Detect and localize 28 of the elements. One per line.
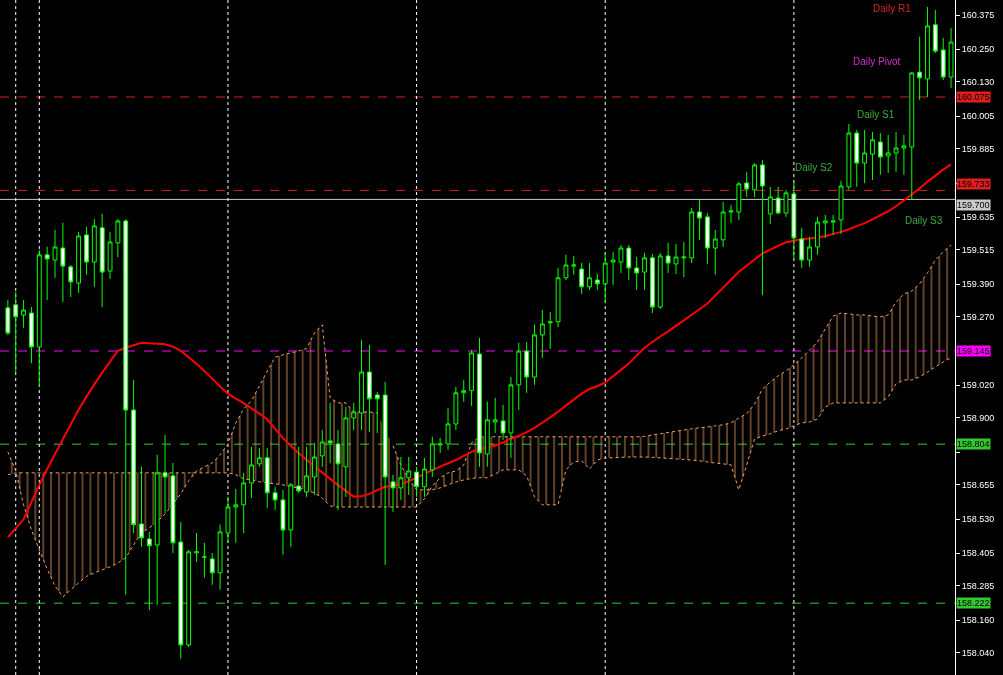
annotation: Daily Pivot [853, 56, 901, 67]
y-tick-label: 159.270 [961, 312, 995, 323]
annotation: Daily R1 [873, 3, 912, 14]
y-tick-label: 160.250 [961, 44, 995, 55]
y-tick-label: 158.530 [961, 514, 995, 525]
y-tick-label: 159.020 [961, 380, 995, 391]
annotation: Daily S3 [905, 215, 943, 226]
y-tick-label: 160.375 [961, 10, 995, 21]
y-tick-label: 159.390 [961, 279, 995, 290]
y-tick-label: 160.130 [961, 77, 995, 88]
y-tick-label: 158.900 [961, 413, 995, 424]
annotation: Daily S1 [857, 109, 895, 120]
y-tick-label: 158.040 [961, 648, 995, 659]
ref-line-label: 159.145 [957, 346, 990, 356]
ref-line-label: 159.733 [957, 179, 990, 189]
ref-line-label: 158.804 [957, 439, 990, 449]
ref-line-label: 158.222 [957, 598, 990, 608]
y-tick-label: 159.885 [961, 144, 995, 155]
y-tick-label: 158.160 [961, 615, 995, 626]
y-tick-label: 160.005 [961, 111, 995, 122]
y-tick-label: 159.515 [961, 245, 995, 256]
y-tick-label: 158.655 [961, 480, 995, 491]
y-tick-label: 159.635 [961, 212, 995, 223]
ref-line-label: 159.700 [957, 200, 990, 210]
y-tick-label: 158.405 [961, 548, 995, 559]
y-tick-label: 158.285 [961, 581, 995, 592]
annotation: Daily S2 [795, 162, 833, 173]
ref-line-label: 160.075 [957, 92, 990, 102]
